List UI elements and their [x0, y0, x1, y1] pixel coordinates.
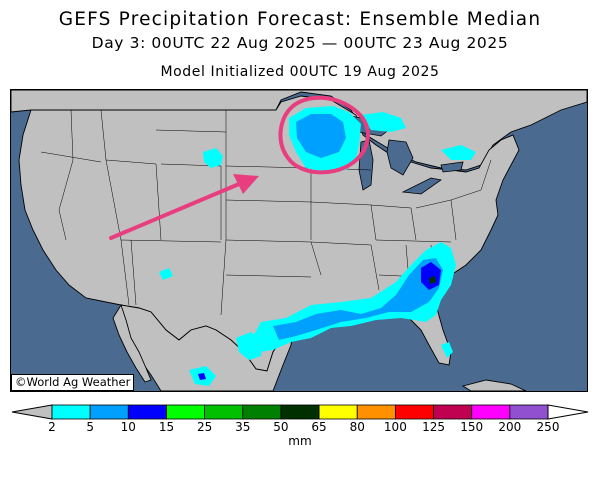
colorbar-tick-label: 200 [498, 420, 522, 434]
baja-land [112, 303, 152, 383]
colorbar-swatch [280, 404, 320, 420]
colorbar-swatch [127, 404, 167, 420]
colorbar-tick-label: 65 [311, 420, 327, 434]
colorbar-swatch [89, 404, 129, 420]
colorbar-swatches [11, 404, 589, 420]
precip-upper-midwest-core [296, 114, 346, 158]
colorbar-tick-label: 5 [86, 420, 94, 434]
lake-ontario [440, 161, 464, 173]
precip-southeast-mid [273, 258, 443, 340]
credit-label: ©World Ag Weather [11, 374, 135, 391]
colorbar-tick-label: 10 [120, 420, 136, 434]
lake-huron [386, 139, 414, 176]
map-canvas [11, 90, 587, 391]
colorbar-tick-label: 80 [349, 420, 365, 434]
precipitation-map [10, 89, 588, 392]
page-title: GEFS Precipitation Forecast: Ensemble Me… [58, 9, 542, 30]
precip-carolinas-heavy [421, 262, 441, 290]
colorbar-tick-label: 2 [48, 420, 56, 434]
colorbar-tick-label: 150 [460, 420, 484, 434]
forecast-annotations [109, 95, 370, 240]
colorbar-swatch [51, 404, 91, 420]
colorbar-swatch [204, 404, 244, 420]
colorbar-units: mm [288, 434, 312, 448]
annotation-circle [278, 95, 370, 175]
colorbar-swatch [433, 404, 473, 420]
colorbar-swatch [394, 404, 434, 420]
colorbar-swatch [166, 404, 206, 420]
colorbar [11, 404, 589, 420]
model-init-line: Model Initialized 00UTC 19 Aug 2025 [160, 64, 440, 80]
annotation-arrow-head [233, 174, 259, 194]
colorbar-swatch [242, 404, 282, 420]
precip-carolinas-core [429, 276, 436, 284]
colorbar-swatch [318, 404, 358, 420]
precip-southwest [159, 268, 173, 280]
colorbar-tick-label: 250 [536, 420, 560, 434]
colorbar-tick-label: 125 [422, 420, 445, 434]
colorbar-swatch [509, 404, 549, 420]
forecast-period-subtitle: Day 3: 00UTC 22 Aug 2025 — 00UTC 23 Aug … [91, 34, 509, 52]
precip-lake-superior [361, 112, 406, 132]
annotation-arrow-shaft [109, 182, 241, 240]
colorbar-tick-label: 100 [383, 420, 407, 434]
colorbar-tick-label: 35 [235, 420, 251, 434]
colorbar-swatch [471, 404, 511, 420]
precip-texas-mexico [236, 332, 263, 360]
precipitation-shading [159, 106, 476, 386]
cuba-land [461, 379, 527, 391]
precip-florida [441, 342, 453, 358]
precip-mexico-south-core [198, 373, 206, 380]
precip-ontario [441, 145, 476, 160]
colorbar-tick-label: 50 [273, 420, 289, 434]
colorbar-swatch [356, 404, 396, 420]
mexico-land [120, 304, 294, 391]
precip-northern-plains [203, 148, 223, 168]
colorbar-under-triangle [11, 404, 53, 420]
colorbar-over-triangle [547, 404, 589, 420]
colorbar-tick-label: 15 [158, 420, 175, 434]
lake-erie [401, 177, 442, 195]
colorbar-tick-label: 25 [196, 420, 213, 434]
